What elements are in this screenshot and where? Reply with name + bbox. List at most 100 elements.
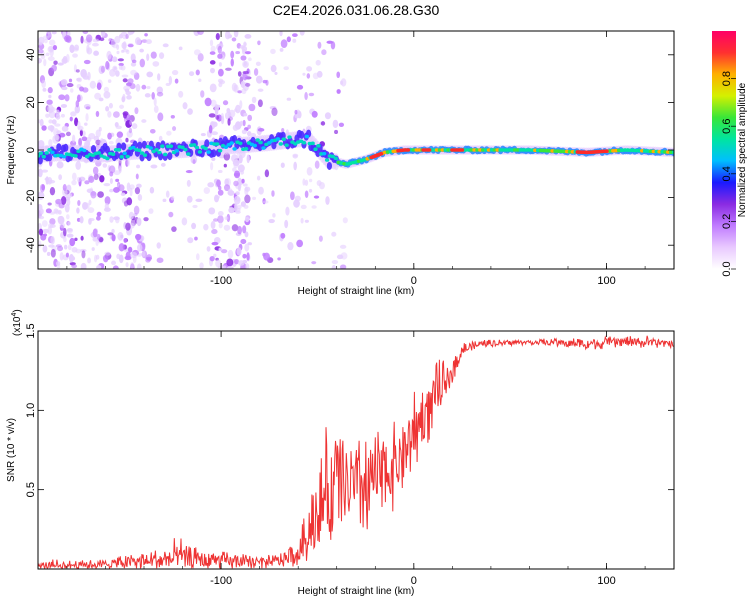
spectrogram-noise-speckle	[292, 33, 298, 37]
spectrogram-noise-speckle	[223, 224, 231, 231]
spectrogram-noise-speckle	[285, 206, 290, 216]
spectrogram-noise-speckle	[237, 164, 245, 173]
spectrogram-noise-speckle	[88, 218, 95, 222]
spectrogram-noise-speckle	[244, 186, 251, 192]
spectrogram-noise-speckle	[162, 43, 169, 48]
spectrogram-noise-speckle	[103, 91, 111, 99]
spectrogram-noise-speckle	[217, 210, 224, 217]
spectrogram-noise-speckle	[82, 202, 90, 209]
spectrogram-noise-speckle	[113, 66, 117, 70]
spectrogram-noise-speckle	[152, 61, 160, 67]
spectrogram-noise-speckle	[95, 129, 101, 138]
spectrogram-noise-speckle	[217, 169, 223, 174]
spectrogram-noise-speckle	[197, 53, 204, 62]
spectrogram-noise-speckle	[85, 106, 91, 110]
spectrogram-ridge-core	[38, 154, 41, 158]
spectrogram-noise-speckle	[264, 169, 270, 178]
spectrogram-noise-speckle	[40, 51, 46, 60]
spectrogram-noise-speckle	[302, 178, 306, 186]
spectrogram-noise-speckle	[85, 113, 89, 122]
spectrogram-noise-speckle	[257, 99, 263, 108]
spectrogram-noise-speckle	[45, 208, 52, 214]
spectrogram-ridge-core	[131, 145, 136, 150]
spectrogram-noise-speckle	[302, 72, 306, 76]
spectrogram-noise-speckle	[217, 68, 224, 77]
spectrogram-noise-speckle	[78, 137, 82, 147]
spectrogram-noise-speckle	[151, 92, 155, 100]
spectrogram-y-axis-label: Frequency (Hz)	[6, 116, 17, 185]
spectrogram-noise-speckle	[156, 257, 164, 263]
spectrogram-noise-speckle	[171, 226, 177, 233]
spectrogram-noise-speckle	[146, 53, 150, 61]
spectrogram-noise-speckle	[157, 73, 161, 81]
spectrogram-ridge-core	[258, 140, 263, 145]
colorbar: 0.0 0.2 0.4 0.6 0.8 Normalized spectral ampl…	[712, 31, 748, 277]
spectrogram-noise-speckle	[270, 48, 276, 55]
spectrogram-noise-speckle	[268, 218, 275, 224]
spectrogram-noise-speckle	[166, 130, 172, 136]
spectrogram-noise-speckle	[244, 194, 251, 204]
spectrogram-noise-speckle	[239, 120, 244, 127]
spectrogram-ridge-outer	[114, 151, 120, 160]
spectrogram-noise-speckle	[280, 232, 286, 239]
spectrogram-noise-speckle	[246, 154, 250, 164]
spectrogram-noise-speckle	[49, 39, 56, 46]
spectrogram-noise-speckle	[59, 222, 66, 229]
spectrogram-noise-speckle	[150, 164, 158, 169]
spectrogram-ridge-core	[61, 154, 67, 159]
spectrogram-noise-speckle	[334, 129, 339, 135]
spectrogram-noise-speckle	[74, 237, 78, 242]
spectrogram-noise-speckle	[293, 199, 300, 208]
spectrogram-ridge-core	[316, 144, 321, 148]
spectrogram-noise-speckle	[116, 50, 120, 55]
spectrogram-noise-speckle	[187, 108, 193, 115]
spectrogram-noise-speckle	[235, 50, 241, 55]
spectrogram-ridge-core	[223, 145, 229, 149]
spectrogram-ridge-core	[252, 143, 258, 148]
spectrogram-noise-speckle	[214, 109, 219, 116]
spectrogram-noise-speckle	[81, 136, 88, 142]
spectrogram-noise-speckle	[51, 119, 57, 125]
spectrogram-noise-speckle	[100, 31, 106, 37]
spectrogram-noise-speckle	[136, 183, 142, 189]
spectrogram-noise-speckle	[308, 178, 313, 183]
spectrogram-noise-speckle	[112, 111, 120, 118]
spectrogram-ridge-outer	[171, 142, 178, 151]
spectrogram-noise-speckle	[230, 50, 235, 59]
spectrogram-noise-speckle	[168, 75, 173, 85]
spectrogram-noise-speckle	[271, 107, 278, 117]
spectrogram-ridge-core	[310, 141, 315, 146]
spectrogram-noise-speckle	[130, 69, 137, 76]
snr-series-line	[38, 335, 674, 569]
spectrogram-noise-speckle	[53, 128, 59, 137]
colorbar-tick-label: 0.0	[721, 261, 733, 276]
spectrogram-noise-speckle	[38, 215, 45, 220]
spectrogram-noise-speckle	[199, 262, 204, 269]
spectrogram-noise-speckle	[63, 227, 67, 237]
spectrogram-ridge-outer	[90, 144, 97, 153]
spectrogram-noise-speckle	[114, 35, 121, 44]
spectrogram-ridge-core	[154, 148, 159, 152]
spectrogram-noise-speckle	[135, 83, 141, 92]
spectrogram-noise-speckle	[188, 71, 195, 77]
spectrogram-noise-speckle	[255, 61, 261, 67]
spectrogram-ridge-core	[255, 138, 260, 142]
spectrogram-noise-speckle	[158, 135, 163, 142]
spectrogram-ridge-core	[122, 151, 127, 156]
spectrogram-noise-speckle	[83, 59, 91, 65]
spectrogram-noise-speckle	[284, 219, 289, 229]
colorbar-label: Normalized spectral amplitude	[737, 82, 748, 217]
spectrogram-noise-speckle	[48, 179, 56, 184]
spectrogram-noise-speckle	[146, 71, 154, 78]
spectrogram-noise-speckle	[43, 58, 47, 67]
spectrogram-noise-speckle	[96, 215, 101, 221]
spectrogram-noise-speckle	[86, 47, 93, 55]
spectrogram-noise-speckle	[69, 44, 75, 54]
spectrogram-noise-speckle	[319, 181, 325, 190]
spectrogram-noise-speckle	[63, 236, 67, 243]
spectrogram-noise-speckle	[42, 87, 47, 92]
spectrogram-noise-speckle	[248, 103, 256, 112]
spectrogram-ridge-outer	[120, 142, 127, 151]
spectrogram-noise-speckle	[242, 225, 247, 234]
snr-y-ticks: 0.5 1.0 1.5	[25, 323, 674, 497]
